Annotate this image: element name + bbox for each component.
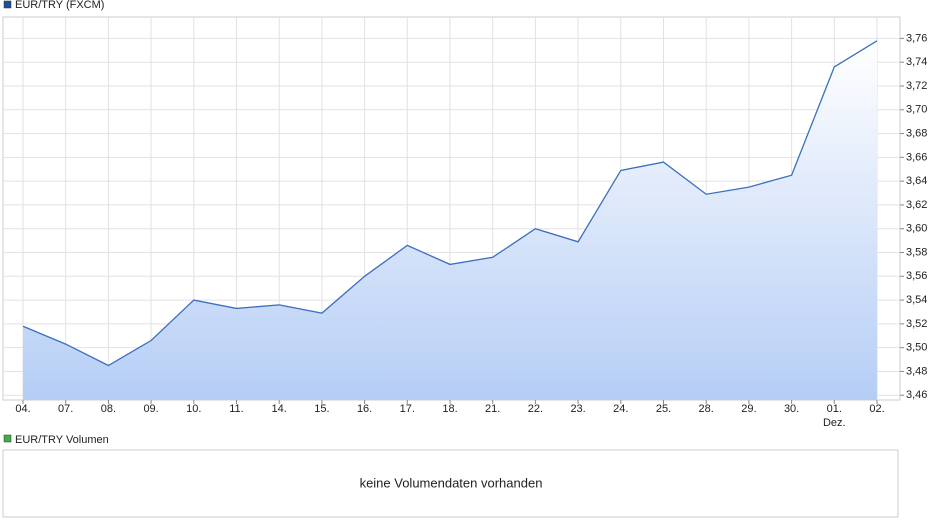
- y-tick-label: 3,56: [906, 270, 927, 282]
- x-tick-label: 14.: [272, 403, 287, 415]
- x-tick-label: 15.: [314, 403, 329, 415]
- x-tick-label: 11.: [229, 403, 243, 415]
- y-tick-label: 3,50: [906, 342, 927, 354]
- y-tick-label: 3,62: [906, 199, 927, 211]
- volume-panel: [2, 449, 899, 518]
- y-tick-label: 3,58: [906, 246, 927, 258]
- x-tick-label: 21.: [485, 403, 500, 415]
- x-annotation: Dez.: [823, 417, 846, 429]
- x-tick-label: 08.: [101, 403, 116, 415]
- x-tick-label: 28.: [699, 403, 714, 415]
- y-tick-label: 3,74: [906, 56, 927, 68]
- y-tick-label: 3,64: [906, 175, 927, 187]
- y-tick-label: 3,70: [906, 104, 927, 116]
- x-tick-label: 07.: [58, 403, 73, 415]
- x-tick-label: 29.: [741, 403, 756, 415]
- x-tick-label: 16.: [357, 403, 372, 415]
- x-tick-label: 23.: [570, 403, 585, 415]
- x-tick-label: 18.: [442, 403, 457, 415]
- y-tick-label: 3,46: [906, 389, 927, 401]
- empty-message: keine Volumendaten vorhanden: [360, 475, 543, 490]
- legend-swatch: [3, 434, 12, 443]
- y-tick-label: 3,60: [906, 223, 927, 235]
- x-tick-label: 24.: [613, 403, 628, 415]
- area: [23, 40, 877, 400]
- x-tick-label: 17.: [400, 403, 415, 415]
- y-tick-label: 3,48: [906, 365, 927, 377]
- x-tick-label: 30.: [784, 403, 799, 415]
- y-tick-label: 3,54: [906, 294, 927, 306]
- x-tick-label: 25.: [656, 403, 671, 415]
- x-tick-label: 04.: [15, 403, 30, 415]
- x-tick-label: 10.: [186, 403, 201, 415]
- legend-label: EUR/TRY (FXCM): [15, 0, 104, 11]
- y-tick-label: 3,68: [906, 127, 927, 139]
- x-tick-label: 01.: [827, 403, 842, 415]
- x-tick-label: 09.: [143, 403, 158, 415]
- y-tick-label: 3,66: [906, 151, 927, 163]
- legend-swatch: [3, 0, 12, 9]
- legend-label: EUR/TRY Volumen: [15, 434, 109, 446]
- y-tick-label: 3,52: [906, 318, 927, 330]
- x-tick-label: 02.: [869, 403, 884, 415]
- y-tick-label: 3,72: [906, 80, 927, 92]
- x-tick-label: 22.: [528, 403, 543, 415]
- y-tick-label: 3,76: [906, 32, 927, 44]
- line: [22, 40, 878, 367]
